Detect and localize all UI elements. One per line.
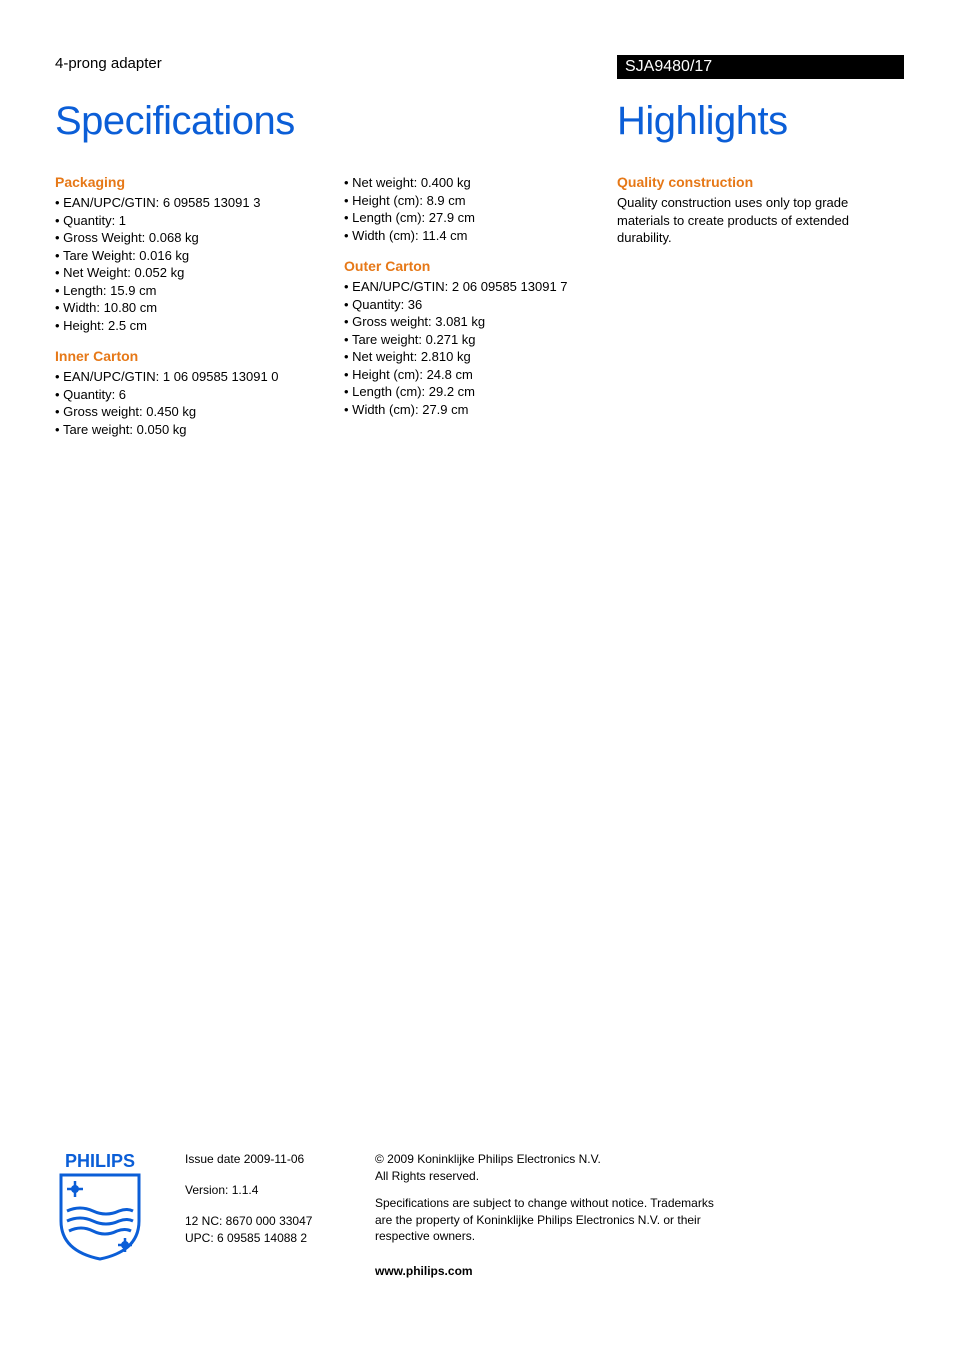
packaging-list: EAN/UPC/GTIN: 6 09585 13091 3 Quantity: … xyxy=(55,194,324,334)
list-item: Width (cm): 27.9 cm xyxy=(344,401,613,419)
product-name: 4-prong adapter xyxy=(55,55,162,72)
specifications-heading: Specifications xyxy=(55,99,613,144)
header-row: 4-prong adapter SJA9480/17 xyxy=(55,55,904,79)
list-item: Length: 15.9 cm xyxy=(55,282,324,300)
spec-column-1: Packaging EAN/UPC/GTIN: 6 09585 13091 3 … xyxy=(55,174,324,439)
list-item: Width (cm): 11.4 cm xyxy=(344,227,613,245)
issue-date: Issue date 2009-11-06 xyxy=(185,1151,335,1168)
list-item: Quantity: 36 xyxy=(344,296,613,314)
spec-column-2: Net weight: 0.400 kg Height (cm): 8.9 cm… xyxy=(344,174,613,439)
list-item: Gross Weight: 0.068 kg xyxy=(55,229,324,247)
footer-legal: © 2009 Koninklijke Philips Electronics N… xyxy=(375,1151,725,1280)
version: Version: 1.1.4 xyxy=(185,1182,335,1199)
list-item: Tare weight: 0.050 kg xyxy=(55,421,324,439)
inner-carton-list: EAN/UPC/GTIN: 1 06 09585 13091 0 Quantit… xyxy=(55,368,324,438)
specifications-section: Specifications Packaging EAN/UPC/GTIN: 6… xyxy=(55,99,613,439)
list-item: Gross weight: 3.081 kg xyxy=(344,313,613,331)
list-item: Height (cm): 24.8 cm xyxy=(344,366,613,384)
rights: All Rights reserved. xyxy=(375,1168,725,1185)
footer: PHILIPS Issue date 2009-11-06 Version: 1… xyxy=(55,1151,725,1280)
inner-carton-cont-list: Net weight: 0.400 kg Height (cm): 8.9 cm… xyxy=(344,174,613,244)
list-item: Quantity: 6 xyxy=(55,386,324,404)
outer-carton-list: EAN/UPC/GTIN: 2 06 09585 13091 7 Quantit… xyxy=(344,278,613,418)
list-item: Net weight: 0.400 kg xyxy=(344,174,613,192)
philips-logo: PHILIPS xyxy=(55,1151,145,1266)
list-item: Tare weight: 0.271 kg xyxy=(344,331,613,349)
list-item: Width: 10.80 cm xyxy=(55,299,324,317)
footer-meta: Issue date 2009-11-06 Version: 1.1.4 12 … xyxy=(185,1151,335,1246)
copyright: © 2009 Koninklijke Philips Electronics N… xyxy=(375,1151,725,1168)
list-item: Height (cm): 8.9 cm xyxy=(344,192,613,210)
list-item: EAN/UPC/GTIN: 1 06 09585 13091 0 xyxy=(55,368,324,386)
philips-shield-icon: PHILIPS xyxy=(55,1151,145,1261)
highlights-section: Highlights Quality construction Quality … xyxy=(617,99,904,439)
list-item: Net Weight: 0.052 kg xyxy=(55,264,324,282)
list-item: EAN/UPC/GTIN: 6 09585 13091 3 xyxy=(55,194,324,212)
upc-code: UPC: 6 09585 14088 2 xyxy=(185,1230,335,1247)
list-item: Gross weight: 0.450 kg xyxy=(55,403,324,421)
nc-code: 12 NC: 8670 000 33047 xyxy=(185,1213,335,1230)
logo-text: PHILIPS xyxy=(65,1151,135,1171)
list-item: Quantity: 1 xyxy=(55,212,324,230)
outer-carton-title: Outer Carton xyxy=(344,258,613,274)
disclaimer: Specifications are subject to change wit… xyxy=(375,1195,725,1245)
quality-body: Quality construction uses only top grade… xyxy=(617,194,904,247)
list-item: Length (cm): 27.9 cm xyxy=(344,209,613,227)
list-item: Net weight: 2.810 kg xyxy=(344,348,613,366)
list-item: Height: 2.5 cm xyxy=(55,317,324,335)
highlights-heading: Highlights xyxy=(617,99,904,144)
inner-carton-title: Inner Carton xyxy=(55,348,324,364)
list-item: Tare Weight: 0.016 kg xyxy=(55,247,324,265)
list-item: Length (cm): 29.2 cm xyxy=(344,383,613,401)
packaging-title: Packaging xyxy=(55,174,324,190)
website-link[interactable]: www.philips.com xyxy=(375,1263,725,1280)
list-item: EAN/UPC/GTIN: 2 06 09585 13091 7 xyxy=(344,278,613,296)
product-code: SJA9480/17 xyxy=(617,55,904,79)
quality-title: Quality construction xyxy=(617,174,904,190)
